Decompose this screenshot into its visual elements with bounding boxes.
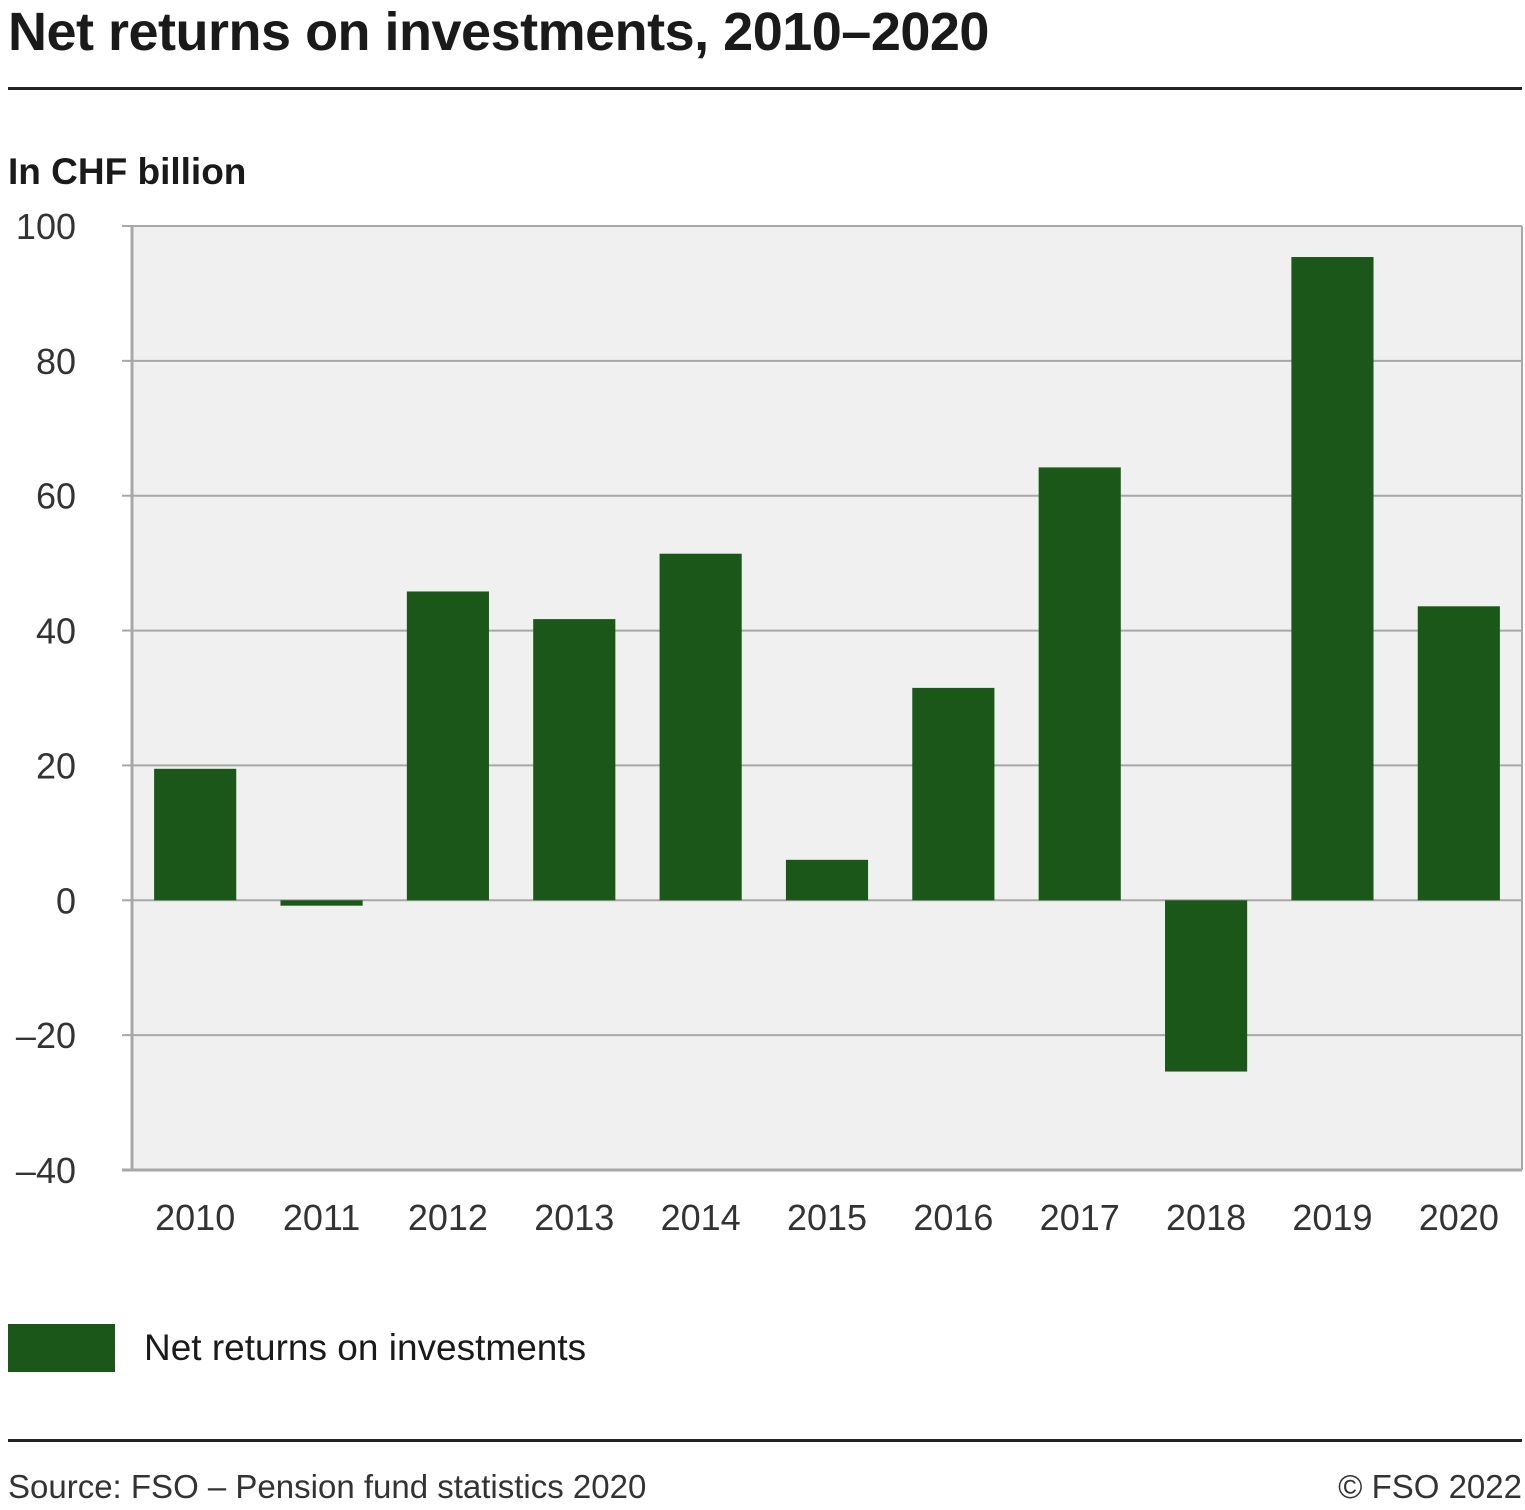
y-tick-label: 100: [16, 206, 76, 247]
x-tick-label: 2013: [534, 1197, 614, 1238]
bar-2011: [280, 900, 363, 906]
x-tick-label: 2016: [913, 1197, 993, 1238]
legend: Net returns on investments: [8, 1323, 586, 1373]
bar-2017: [1038, 467, 1121, 901]
bar-2016: [912, 687, 995, 901]
bar-2010: [154, 768, 237, 901]
x-tick-label: 2011: [283, 1197, 360, 1238]
footer-divider: [8, 1439, 1522, 1442]
y-tick-label: –40: [16, 1150, 76, 1191]
x-tick-label: 2017: [1040, 1197, 1120, 1238]
legend-swatch: [8, 1324, 115, 1372]
plot-area: [132, 226, 1522, 1170]
bar-chart: 100 80 60 40 20 0 –20 –40 2010 2011 2012 2013 2014 20…: [16, 206, 1523, 1238]
y-axis-unit-label: In CHF billion: [8, 151, 247, 192]
x-tick-label: 2015: [787, 1197, 867, 1238]
legend-label: Net returns on investments: [144, 1327, 587, 1368]
x-tick-label: 2019: [1292, 1197, 1372, 1238]
bar-2014: [659, 553, 742, 901]
y-tick-label: 40: [36, 611, 76, 652]
y-tick-label: 0: [56, 880, 76, 921]
bar-2018: [1165, 900, 1248, 1072]
copyright-note: © FSO 2022: [1338, 1468, 1522, 1505]
title-divider: [8, 87, 1522, 90]
x-tick-label: 2018: [1166, 1197, 1246, 1238]
y-tick-label: –20: [16, 1015, 76, 1056]
source-note: Source: FSO – Pension fund statistics 20…: [8, 1468, 647, 1505]
bar-2012: [406, 591, 489, 901]
x-tick-label: 2010: [155, 1197, 235, 1238]
bar-2019: [1291, 257, 1374, 901]
y-tick-label: 20: [36, 745, 76, 786]
y-tick-label: 60: [36, 476, 76, 517]
bar-2013: [533, 619, 616, 901]
chart-title: Net returns on investments, 2010–2020: [8, 2, 989, 62]
x-tick-label: 2020: [1419, 1197, 1499, 1238]
x-tick-label: 2012: [408, 1197, 488, 1238]
bar-2020: [1417, 606, 1500, 901]
x-tick-label: 2014: [661, 1197, 741, 1238]
y-tick-label: 80: [36, 341, 76, 382]
bar-2015: [785, 859, 869, 901]
